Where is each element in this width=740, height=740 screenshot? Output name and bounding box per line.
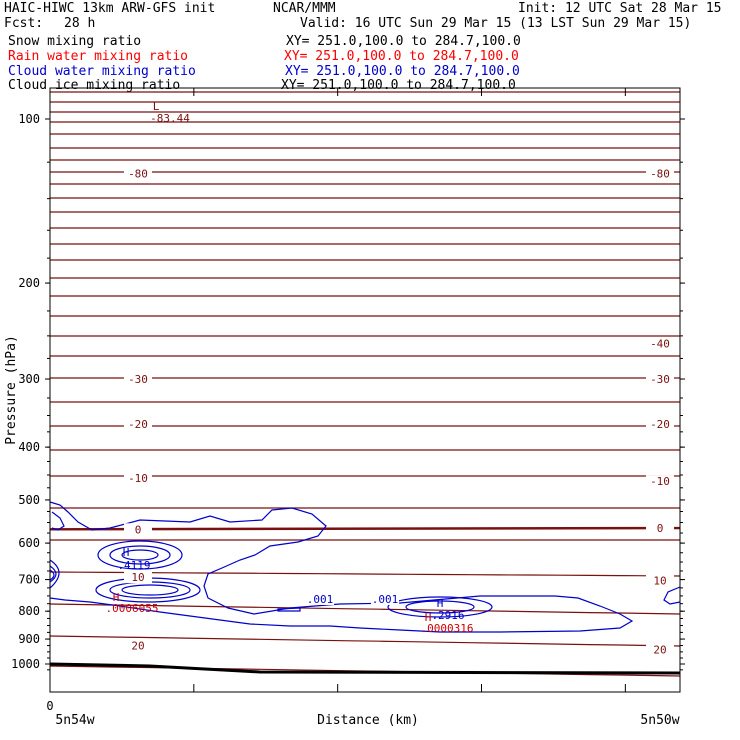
plot-labels: -80 -80 -40 -30 -30 -20 -20 -10 -10 0 0 10 10 20 20 L-8…	[106, 100, 674, 656]
rain-water-high-value: .0000316	[421, 622, 474, 635]
contour-label-bg	[124, 373, 152, 386]
temperature-contours	[49, 91, 681, 677]
field-cloudice-xy: XY= 251.0,100.0 to 284.7,100.0	[281, 78, 516, 93]
x-axis-title: Distance (km)	[317, 713, 419, 728]
temperature-contour-label: -40	[650, 337, 670, 350]
contour-label-bg	[646, 475, 674, 488]
cloud-water-high-symbol: H	[123, 546, 130, 559]
model-title: HAIC-HIWC 13km ARW-GFS init	[4, 1, 216, 16]
plot-frame	[49, 87, 681, 693]
contour-label-bg	[646, 574, 674, 587]
y-axis-title: Pressure (hPa)	[4, 335, 19, 445]
field-snow-xy: XY= 251.0,100.0 to 284.7,100.0	[286, 34, 521, 49]
temperature-contour-label: -20	[650, 418, 670, 431]
temperature-contour-label: -30	[128, 373, 148, 386]
cloud-water-contour-core-8	[405, 600, 475, 614]
cloud-water-contour-left-edge	[49, 559, 60, 589]
temperature-contour-label: 0	[657, 522, 664, 535]
cloud-water-contour-small-blob	[277, 607, 301, 612]
contour-label-bg	[124, 418, 152, 431]
contour-label-bg	[124, 639, 152, 652]
temperature-contour-label: -30	[650, 373, 670, 386]
low-marker-symbol: L	[153, 100, 160, 113]
cloud-water-contour-core-1	[97, 540, 183, 570]
rain-water-high-value: .0006055	[106, 602, 159, 615]
zero-isotherm-line	[49, 526, 681, 531]
valid-time: Valid: 16 UTC Sun 29 Mar 15 (13 LST Sun …	[300, 16, 692, 31]
temperature-contour-label: 10	[131, 571, 144, 584]
cloud-water-contour-core-2	[109, 545, 171, 565]
temperature-contour-label: 20	[653, 643, 666, 656]
field-cloudwater-name: Cloud water mixing ratio	[8, 64, 196, 79]
cloud-water-contour-label: .001	[372, 593, 399, 606]
temperature-contour-label: -10	[128, 472, 148, 485]
y-tick-label: 300	[18, 372, 40, 386]
contour-label-bg	[646, 418, 674, 431]
field-cloudice-name: Cloud ice mixing ratio	[8, 78, 181, 93]
temperature-contour-label: -80	[650, 168, 670, 181]
temperature-contour-label: 20	[131, 639, 144, 652]
contour-label-bg	[124, 167, 152, 180]
low-marker-value: -83.44	[150, 112, 190, 125]
ground-surface-line	[49, 662, 681, 675]
cloud-water-contour-outer	[49, 501, 634, 633]
y-tick-label: 200	[18, 276, 40, 290]
y-tick-label: 600	[18, 536, 40, 550]
org-label: NCAR/MMM	[273, 1, 336, 16]
contour-label-bg	[646, 643, 674, 656]
field-cloudwater-xy: XY= 251.0,100.0 to 284.7,100.0	[285, 64, 520, 79]
cloud-water-contour-core-3	[121, 549, 159, 561]
field-snow-name: Snow mixing ratio	[8, 34, 142, 49]
fcst-label: Fcst:	[4, 16, 44, 31]
rain-water-high-symbol: H	[425, 611, 432, 624]
x-tick-label: 0	[46, 699, 53, 713]
cloud-water-high-symbol: H	[437, 597, 444, 610]
fcst-value: 28 h	[64, 16, 96, 31]
cloud-water-contour-left-small	[51, 511, 65, 531]
cloud-water-contour-core-7	[387, 596, 493, 618]
temperature-contour-line	[49, 603, 681, 615]
y-tick-label: 100	[18, 112, 40, 126]
temperature-contour-label: 10	[653, 575, 666, 588]
contour-label-bg	[646, 337, 674, 350]
y-tick-label: 800	[18, 604, 40, 618]
y-tick-label: 400	[18, 440, 40, 454]
x-right-endpoint-label: 5n50w	[640, 713, 679, 728]
y-tick-label: 1000	[11, 657, 40, 671]
contour-label-bg	[124, 571, 152, 584]
rain-water-high-symbol: H	[113, 591, 120, 604]
cloud-water-contours	[49, 501, 681, 633]
y-tick-label: 900	[18, 632, 40, 646]
cloud-water-contour-core-6	[121, 584, 179, 596]
cloud-water-contour-right-edge	[663, 586, 681, 605]
temperature-contour-label: 0	[135, 523, 142, 536]
cloud-water-contour-label: .001	[307, 593, 334, 606]
contour-label-bg	[646, 522, 674, 535]
cloud-water-high-value: .2916	[431, 609, 464, 622]
field-rain-name: Rain water mixing ratio	[8, 49, 189, 64]
x-left-endpoint-label: 5n54w	[55, 713, 94, 728]
temperature-contour-label: -10	[650, 475, 670, 488]
contour-label-bg	[646, 373, 674, 386]
y-tick-label: 700	[18, 573, 40, 587]
field-rain-xy: XY= 251.0,100.0 to 284.7,100.0	[284, 49, 519, 64]
contour-label-bg	[646, 167, 674, 180]
temperature-contour-line	[49, 571, 681, 577]
cloud-water-high-value: .4119	[117, 559, 150, 572]
temperature-contour-label: -80	[128, 168, 148, 181]
y-tick-label: 500	[18, 493, 40, 507]
init-time: Init: 12 UTC Sat 28 Mar 15	[518, 1, 722, 16]
cloud-water-label-bg	[371, 593, 399, 605]
temperature-contour-label: -20	[128, 418, 148, 431]
cloud-water-label-bg	[306, 593, 334, 605]
contour-label-bg	[124, 472, 152, 485]
temperature-contour-line	[49, 635, 681, 647]
contour-label-bg	[124, 523, 152, 536]
